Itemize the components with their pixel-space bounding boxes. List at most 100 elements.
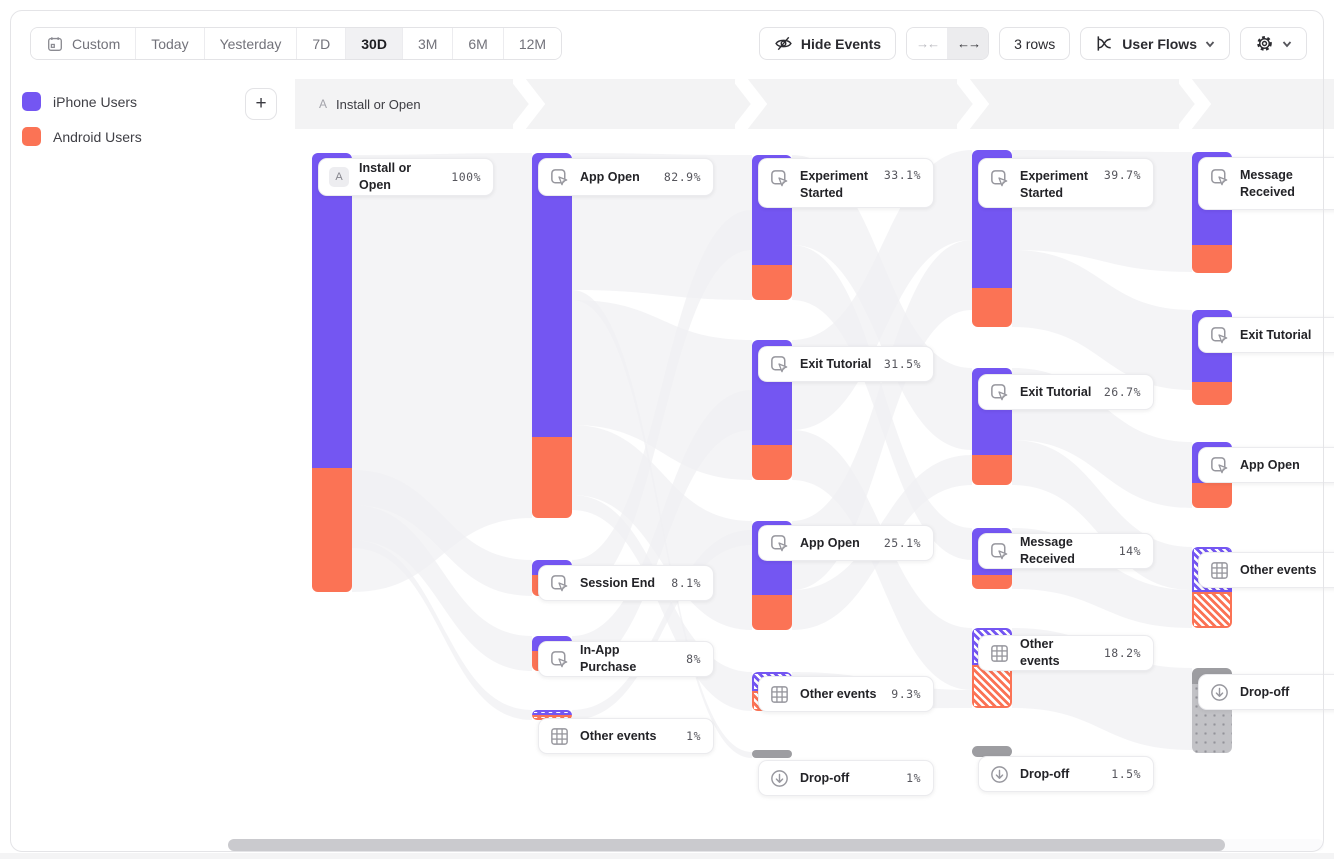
add-step-button[interactable]: +	[245, 88, 277, 120]
series-legend: iPhone Users Android Users	[22, 92, 142, 162]
event-click-icon	[771, 170, 788, 187]
flow-node-card[interactable]: Exit Tutorial 31.5%	[758, 346, 934, 382]
sankey-link[interactable]	[352, 505, 532, 671]
step-header-band[interactable]: A Install or Open	[295, 79, 1334, 129]
flow-node-segment-orange	[532, 437, 572, 518]
node-label: Drop-off	[1240, 684, 1290, 699]
flow-node-card[interactable]: Drop-off 1%	[758, 760, 934, 796]
flow-node-card[interactable]: Message Received	[1198, 157, 1334, 210]
sankey-link[interactable]	[572, 530, 752, 720]
flow-node-card[interactable]: A Install or Open 100%	[318, 158, 494, 196]
node-percentage: 100%	[451, 170, 481, 184]
node-percentage: 8.1%	[671, 576, 701, 590]
flow-node-card[interactable]: Drop-off 1.5%	[978, 756, 1154, 792]
flow-node-card[interactable]: Other events	[1198, 552, 1334, 588]
sankey-link[interactable]	[572, 210, 752, 596]
sankey-link[interactable]	[352, 470, 532, 596]
flow-node-card[interactable]: App Open 25.1%	[758, 525, 934, 561]
hide-events-label: Hide Events	[800, 35, 882, 52]
flow-node-segment-gray	[752, 750, 792, 758]
event-click-icon	[551, 168, 568, 185]
sankey-link[interactable]	[352, 540, 532, 720]
node-percentage: 18.2%	[1103, 646, 1141, 660]
flow-node-segment-hatch-orange	[972, 665, 1012, 708]
date-range-30d[interactable]: 30D	[346, 28, 403, 59]
flow-node-card[interactable]: Drop-off	[1198, 674, 1334, 710]
flow-node-bar[interactable]	[312, 153, 352, 592]
date-range-7d[interactable]: 7D	[297, 28, 347, 59]
settings-dropdown[interactable]	[1240, 27, 1307, 60]
flow-node-card[interactable]: Experiment Started 33.1%	[758, 158, 934, 208]
step-label: Install or Open	[336, 96, 421, 112]
calendar-icon	[48, 36, 62, 51]
node-label: Other events	[1240, 562, 1317, 577]
collapse-columns-button[interactable]: →←	[907, 28, 949, 59]
flow-node-card[interactable]: Experiment Started 39.7%	[978, 158, 1154, 208]
flow-node-card[interactable]: App Open	[1198, 447, 1334, 483]
event-click-icon	[1211, 456, 1228, 473]
sankey-link[interactable]	[792, 240, 972, 590]
chevron-down-icon	[1282, 40, 1292, 47]
date-range-6m[interactable]: 6M	[453, 28, 504, 59]
node-percentage: 8%	[686, 652, 701, 666]
view-type-dropdown[interactable]: User Flows	[1080, 27, 1230, 60]
flow-node-bar[interactable]	[532, 153, 572, 518]
legend-swatch	[22, 92, 41, 111]
date-range-label: 12M	[518, 35, 547, 52]
event-click-icon	[991, 542, 1008, 559]
node-percentage: 1.5%	[1111, 767, 1141, 781]
eye-off-icon	[775, 36, 792, 51]
flow-node-card[interactable]: Exit Tutorial 26.7%	[978, 374, 1154, 410]
event-click-icon	[551, 574, 568, 591]
node-label: Other events	[580, 728, 657, 743]
date-range-yesterday[interactable]: Yesterday	[204, 28, 298, 59]
other-events-grid-icon	[771, 685, 788, 703]
date-range-3m[interactable]: 3M	[402, 28, 454, 59]
flow-node-card[interactable]: Message Received 14%	[978, 533, 1154, 569]
node-label: Other events	[800, 686, 877, 701]
date-range-label: 30D	[361, 35, 387, 52]
flow-node-bar[interactable]	[752, 750, 792, 758]
rows-button[interactable]: 3 rows	[999, 27, 1071, 60]
date-range-today[interactable]: Today	[136, 28, 205, 59]
horizontal-scrollbar-thumb[interactable]	[228, 839, 1225, 851]
flow-node-card[interactable]: App Open 82.9%	[538, 158, 714, 196]
legend-item-android-users[interactable]: Android Users	[22, 127, 142, 146]
node-label: Exit Tutorial	[1020, 384, 1092, 399]
flow-node-card[interactable]: Session End 8.1%	[538, 565, 714, 601]
node-label: Message Received	[1240, 168, 1295, 199]
date-range-custom[interactable]: Custom	[31, 28, 137, 59]
window-bottom-strip	[0, 853, 1334, 859]
node-label: Other events	[1020, 637, 1060, 668]
node-percentage: 14%	[1118, 544, 1141, 558]
flow-node-card[interactable]: In-App Purchase 8%	[538, 641, 714, 677]
sankey-link[interactable]	[572, 390, 752, 671]
sankey-link[interactable]	[1012, 250, 1192, 390]
date-range-label: 7D	[312, 35, 331, 52]
flow-node-card[interactable]: Other events 9.3%	[758, 676, 934, 712]
step-separator-chevron	[513, 79, 546, 129]
flow-node-segment-orange	[1192, 382, 1232, 405]
flow-node-segment-orange	[312, 468, 352, 592]
rows-label: 3 rows	[1014, 35, 1056, 52]
node-percentage: 9.3%	[891, 687, 921, 701]
date-range-label: Yesterday	[219, 35, 282, 52]
node-percentage: 26.7%	[1103, 385, 1141, 399]
node-label: Exit Tutorial	[800, 356, 872, 371]
flow-node-card[interactable]: Other events 1%	[538, 718, 714, 754]
flow-node-segment-purple	[532, 153, 572, 437]
node-percentage: 33.1%	[883, 168, 921, 182]
flow-canvas: A Install or Open 100% App Open 82.9% Session…	[225, 70, 1334, 838]
flow-node-card[interactable]: Exit Tutorial	[1198, 317, 1334, 353]
expand-columns-button[interactable]: ←→	[948, 28, 989, 59]
flow-node-segment-hatch-orange	[1192, 592, 1232, 628]
date-range-label: Today	[151, 35, 189, 52]
legend-item-iphone-users[interactable]: iPhone Users	[22, 92, 142, 111]
flow-node-segment-hatch-purple	[532, 710, 572, 715]
node-label: App Open	[1240, 457, 1300, 472]
date-range-12m[interactable]: 12M	[503, 28, 562, 59]
flow-node-bar[interactable]	[972, 746, 1012, 757]
hide-events-button[interactable]: Hide Events	[758, 27, 897, 60]
legend-swatch	[22, 127, 41, 146]
flow-node-card[interactable]: Other events 18.2%	[978, 635, 1154, 671]
